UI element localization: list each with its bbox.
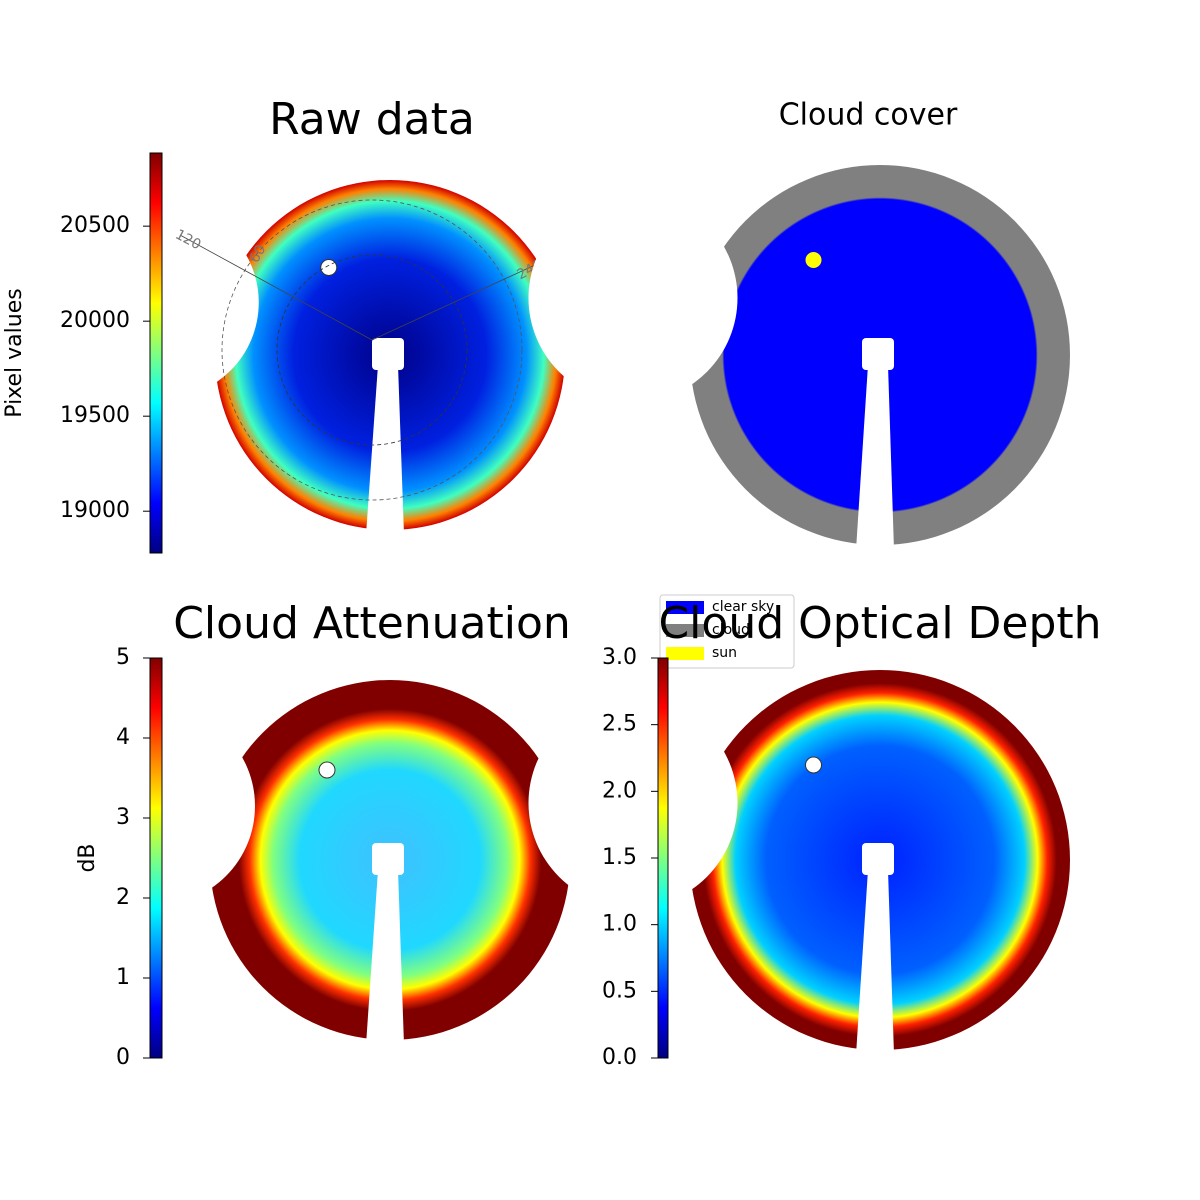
- camera-arm: [372, 843, 404, 875]
- colorbar-tick-label: 4: [116, 725, 130, 750]
- mast: [856, 365, 894, 550]
- colorbar-label: Pixel values: [2, 288, 27, 417]
- panel-title: Cloud Optical Depth: [658, 598, 1101, 649]
- panel-title: Cloud cover: [779, 98, 958, 133]
- colorbar-tick-label: 2: [116, 885, 130, 910]
- colorbar-tick-label: 1.5: [602, 845, 637, 870]
- camera-arm: [862, 338, 894, 370]
- camera-arm: [372, 338, 404, 370]
- polar-grid: [276, 254, 468, 446]
- legend-swatch: [666, 647, 704, 660]
- mast: [366, 870, 404, 1045]
- colorbar-tick-label: 19500: [60, 403, 130, 428]
- colorbar: [149, 657, 163, 1059]
- camera-arm: [862, 843, 894, 875]
- colorbar-tick-label: 20000: [60, 308, 130, 333]
- colorbar-tick-label: 2.0: [602, 778, 637, 803]
- legend-swatch: [666, 601, 704, 614]
- colorbar-tick-label: 0.5: [602, 978, 637, 1003]
- colorbar-tick-label: 0.0: [602, 1045, 637, 1070]
- panel-title: Cloud Attenuation: [173, 598, 571, 649]
- colorbar-tick-label: 0: [116, 1045, 130, 1070]
- colorbar-tick-label: 20500: [60, 213, 130, 238]
- polar-label: 60: [247, 242, 270, 265]
- legend-label: cloud: [712, 622, 750, 638]
- polar-grid: [221, 199, 523, 501]
- colorbar-tick-label: 19000: [60, 498, 130, 523]
- colorbar-tick-label: 1.0: [602, 912, 637, 937]
- colorbar: [149, 152, 163, 554]
- legend-label: sun: [712, 645, 737, 661]
- horizon-mask: [528, 193, 738, 403]
- colorbar-tick-label: 5: [116, 645, 130, 670]
- sun-marker: [318, 761, 336, 779]
- polar-grid: [179, 234, 373, 341]
- colorbar-tick-label: 3: [116, 805, 130, 830]
- colorbar: [657, 657, 669, 1059]
- horizon-mask: [528, 698, 738, 908]
- legend-label: clear sky: [712, 599, 774, 615]
- legend-swatch: [666, 624, 704, 637]
- colorbar-label: dB: [75, 843, 100, 872]
- mast: [366, 365, 404, 535]
- colorbar-tick-label: 3.0: [602, 645, 637, 670]
- sun-marker: [805, 252, 822, 268]
- sun-marker: [320, 259, 338, 276]
- colorbar-tick-label: 1: [116, 965, 130, 990]
- panel-title: Raw data: [269, 94, 475, 145]
- colorbar-tick-label: 2.5: [602, 712, 637, 737]
- mast: [856, 870, 894, 1055]
- sun-marker: [805, 756, 822, 774]
